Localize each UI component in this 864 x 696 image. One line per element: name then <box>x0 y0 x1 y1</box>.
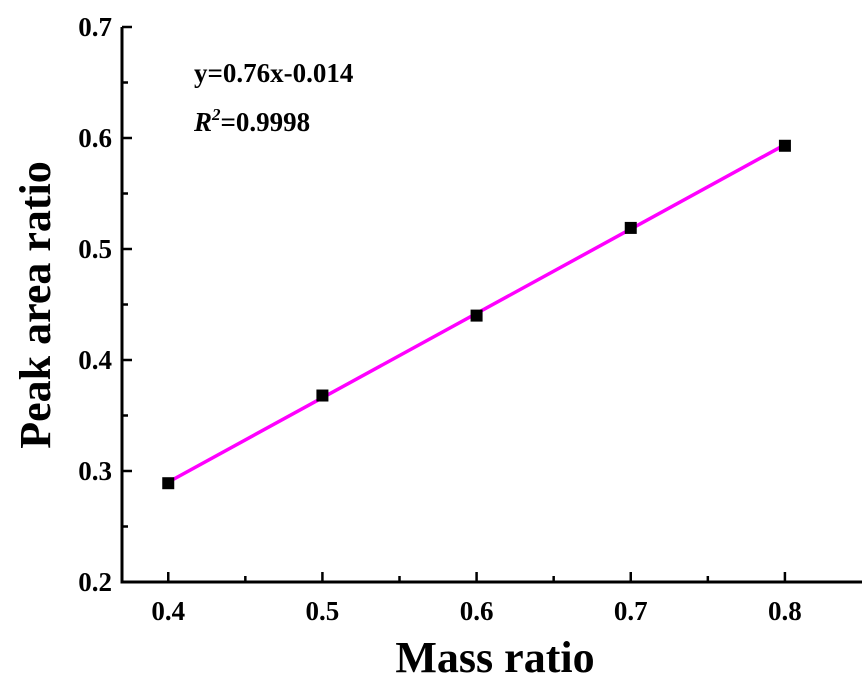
x-axis-title: Mass ratio <box>395 633 594 682</box>
data-points <box>162 139 791 490</box>
y-tick-label: 0.5 <box>78 234 112 264</box>
r-squared-value: =0.9998 <box>221 107 311 137</box>
y-tick-label: 0.2 <box>78 567 112 597</box>
data-point <box>624 221 637 234</box>
r-squared-power: 2 <box>211 105 221 124</box>
r-squared-symbol: R <box>193 107 212 137</box>
axes <box>120 25 862 584</box>
y-tick-label: 0.3 <box>78 456 112 486</box>
data-point <box>316 389 329 402</box>
y-tick-label: 0.6 <box>78 123 112 153</box>
y-axis-title: Peak area ratio <box>11 161 60 449</box>
tick-labels: 0.2 0.3 0.4 0.5 0.6 0.7 0.4 0.5 0.6 0.7 0.8 <box>78 12 802 626</box>
r-squared-label: R2=0.9998 <box>193 105 310 137</box>
data-point <box>162 477 175 490</box>
data-point <box>778 139 791 152</box>
fit-equation: y=0.76x-0.014 <box>194 58 353 88</box>
x-tick-label: 0.8 <box>768 596 802 626</box>
x-tick-label: 0.7 <box>614 596 648 626</box>
x-tick-label: 0.5 <box>306 596 340 626</box>
x-tick-label: 0.6 <box>460 596 494 626</box>
y-tick-label: 0.7 <box>78 12 112 42</box>
y-tick-label: 0.4 <box>78 345 112 375</box>
data-point <box>470 309 483 322</box>
x-tick-label: 0.4 <box>151 596 185 626</box>
